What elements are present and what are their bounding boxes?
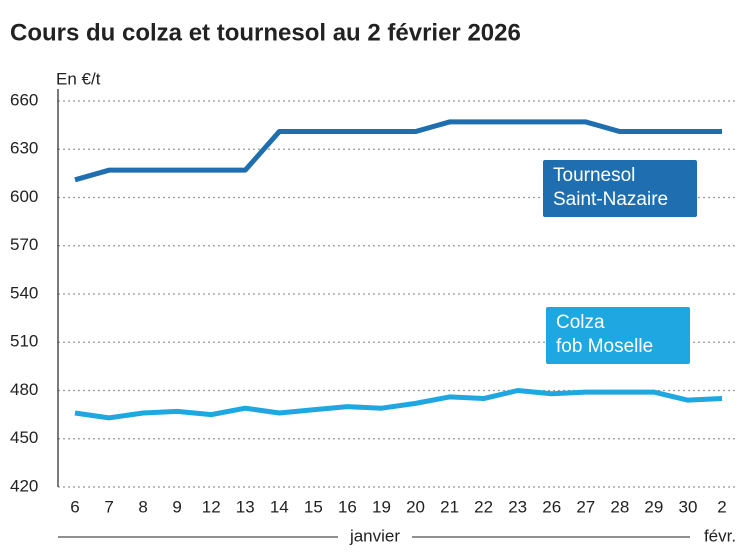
x-tick-label: 15 [304, 497, 323, 516]
legend-label: Tournesol [553, 165, 635, 186]
series-line [74, 388, 723, 421]
y-tick-label: 510 [10, 332, 38, 351]
x-tick-label: 9 [172, 497, 181, 516]
x-tick-label: 8 [138, 497, 147, 516]
x-tick-label: 13 [236, 497, 255, 516]
legend-label: Saint-Nazaire [553, 189, 668, 210]
x-tick-label: 6 [70, 497, 79, 516]
legend-label: Colza [556, 312, 605, 333]
x-tick-label: 30 [678, 497, 697, 516]
x-tick-label: 14 [270, 497, 289, 516]
x-tick-label: 27 [576, 497, 595, 516]
x-tick-label: 16 [338, 497, 357, 516]
legend-label: fob Moselle [556, 336, 653, 357]
y-tick-label: 420 [10, 476, 38, 495]
series-line [74, 119, 722, 183]
x-tick-label: 28 [610, 497, 629, 516]
month-label: févr. [704, 526, 736, 545]
y-tick-label: 660 [10, 90, 38, 109]
y-tick-label: 630 [10, 139, 38, 158]
y-tick-label: 480 [10, 380, 38, 399]
legend-box [543, 160, 697, 217]
x-tick-label: 21 [440, 497, 459, 516]
chart-title: Cours du colza et tournesol au 2 février… [10, 19, 521, 46]
month-label: janvier [349, 526, 400, 545]
y-axis-label: En €/t [56, 69, 101, 88]
x-tick-label: 20 [406, 497, 425, 516]
x-tick-label: 22 [474, 497, 493, 516]
x-tick-label: 23 [508, 497, 527, 516]
x-tick-label: 2 [717, 497, 726, 516]
x-tick-label: 12 [202, 497, 221, 516]
legend-box [546, 307, 690, 364]
y-tick-label: 450 [10, 428, 38, 447]
y-tick-label: 570 [10, 235, 38, 254]
x-tick-label: 19 [372, 497, 391, 516]
x-tick-label: 26 [542, 497, 561, 516]
y-tick-label: 540 [10, 283, 38, 302]
x-tick-label: 7 [104, 497, 113, 516]
x-tick-label: 29 [644, 497, 663, 516]
y-tick-label: 600 [10, 187, 38, 206]
